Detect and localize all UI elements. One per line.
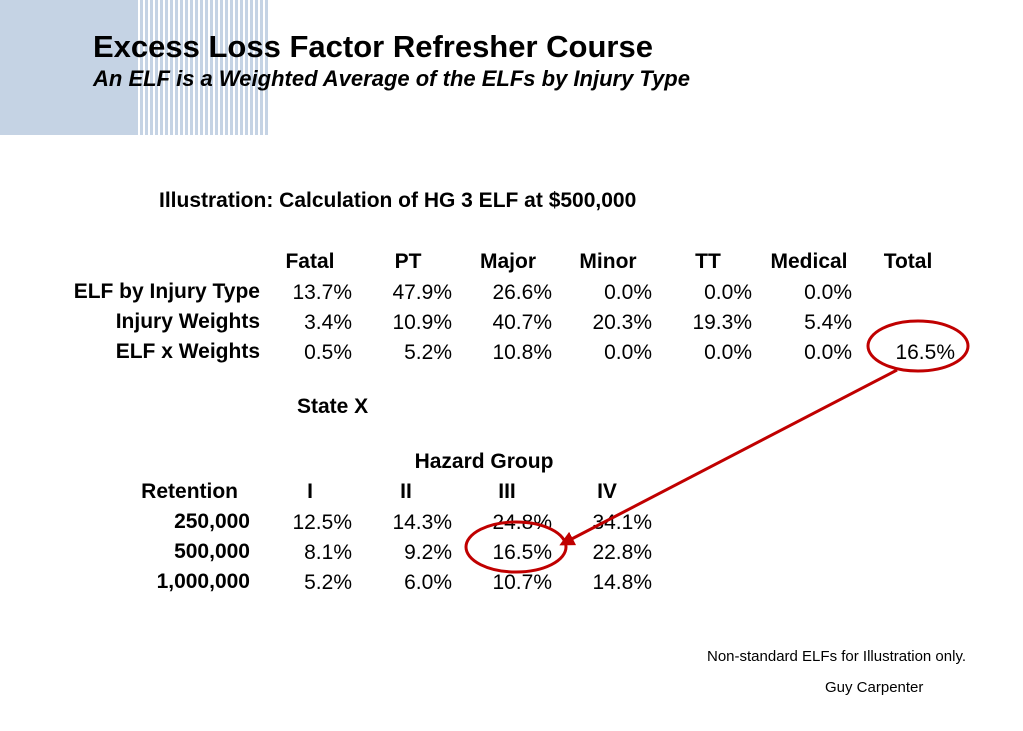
table-cell: 20.3% (592, 311, 652, 334)
table-cell: 10.7% (492, 571, 552, 594)
decorative-header-stripes (135, 0, 270, 135)
row-label-injury-weights: Injury Weights (115, 310, 260, 333)
table-cell: 9.2% (404, 541, 452, 564)
table-cell: 14.8% (592, 571, 652, 594)
total-elf-value: 16.5% (895, 341, 955, 364)
row-label-elf-x-weights: ELF x Weights (115, 340, 260, 363)
table-cell: 5.4% (804, 311, 852, 334)
table-cell: 0.0% (604, 281, 652, 304)
total-highlight-circle (866, 319, 970, 373)
hazard-group-iii: III (498, 480, 516, 503)
table-cell: 0.0% (604, 341, 652, 364)
column-header-major: Major (479, 250, 536, 273)
column-header-pt: PT (394, 250, 422, 273)
hazard-group-header: Hazard Group (414, 450, 554, 473)
table-cell: 34.1% (592, 511, 652, 534)
table-cell: 0.0% (804, 281, 852, 304)
slide-title: Excess Loss Factor Refresher Course (93, 29, 653, 64)
column-header-minor: Minor (579, 250, 637, 273)
slide-subtitle: An ELF is a Weighted Average of the ELFs… (93, 66, 690, 91)
table-cell: 22.8% (592, 541, 652, 564)
connector-arrow (559, 368, 898, 546)
retention-value: 500,000 (174, 540, 250, 563)
table-cell: 10.8% (492, 341, 552, 364)
illustration-heading: Illustration: Calculation of HG 3 ELF at… (159, 189, 637, 212)
table-cell: 10.9% (392, 311, 452, 334)
table-cell: 47.9% (392, 281, 452, 304)
table-cell: 13.7% (292, 281, 352, 304)
table-cell: 12.5% (292, 511, 352, 534)
table-cell: 19.3% (692, 311, 752, 334)
column-header-medical: Medical (770, 250, 848, 273)
decorative-header-block (0, 0, 135, 135)
column-header-tt: TT (695, 250, 721, 273)
table-cell: 40.7% (492, 311, 552, 334)
footnote: Non-standard ELFs for Illustration only. (707, 648, 967, 665)
hazard-group-ii: II (400, 480, 412, 503)
brand-footer: Guy Carpenter (825, 679, 924, 696)
table-cell: 6.0% (404, 571, 452, 594)
state-label: State X (297, 395, 369, 418)
table-cell: 5.2% (304, 571, 352, 594)
table-cell: 14.3% (392, 511, 452, 534)
table-cell: 0.0% (804, 341, 852, 364)
table-cell: 5.2% (404, 341, 452, 364)
table-cell: 3.4% (304, 311, 352, 334)
table-cell: 0.5% (304, 341, 352, 364)
table-cell: 26.6% (492, 281, 552, 304)
column-header-total: Total (883, 250, 933, 273)
table-cell: 0.0% (704, 341, 752, 364)
table-cell: 8.1% (304, 541, 352, 564)
retention-value: 1,000,000 (156, 570, 250, 593)
retention-value: 250,000 (174, 510, 250, 533)
hazard-group-iv: IV (597, 480, 617, 503)
row-label-elf-by-injury-type: ELF by Injury Type (73, 280, 260, 303)
column-header-fatal: Fatal (285, 250, 335, 273)
highlighted-hg3-elf: 16.5% (492, 541, 552, 564)
hazard-group-i: I (307, 480, 313, 503)
retention-header: Retention (141, 480, 238, 503)
hg3-highlight-circle (464, 520, 568, 574)
table-cell: 0.0% (704, 281, 752, 304)
